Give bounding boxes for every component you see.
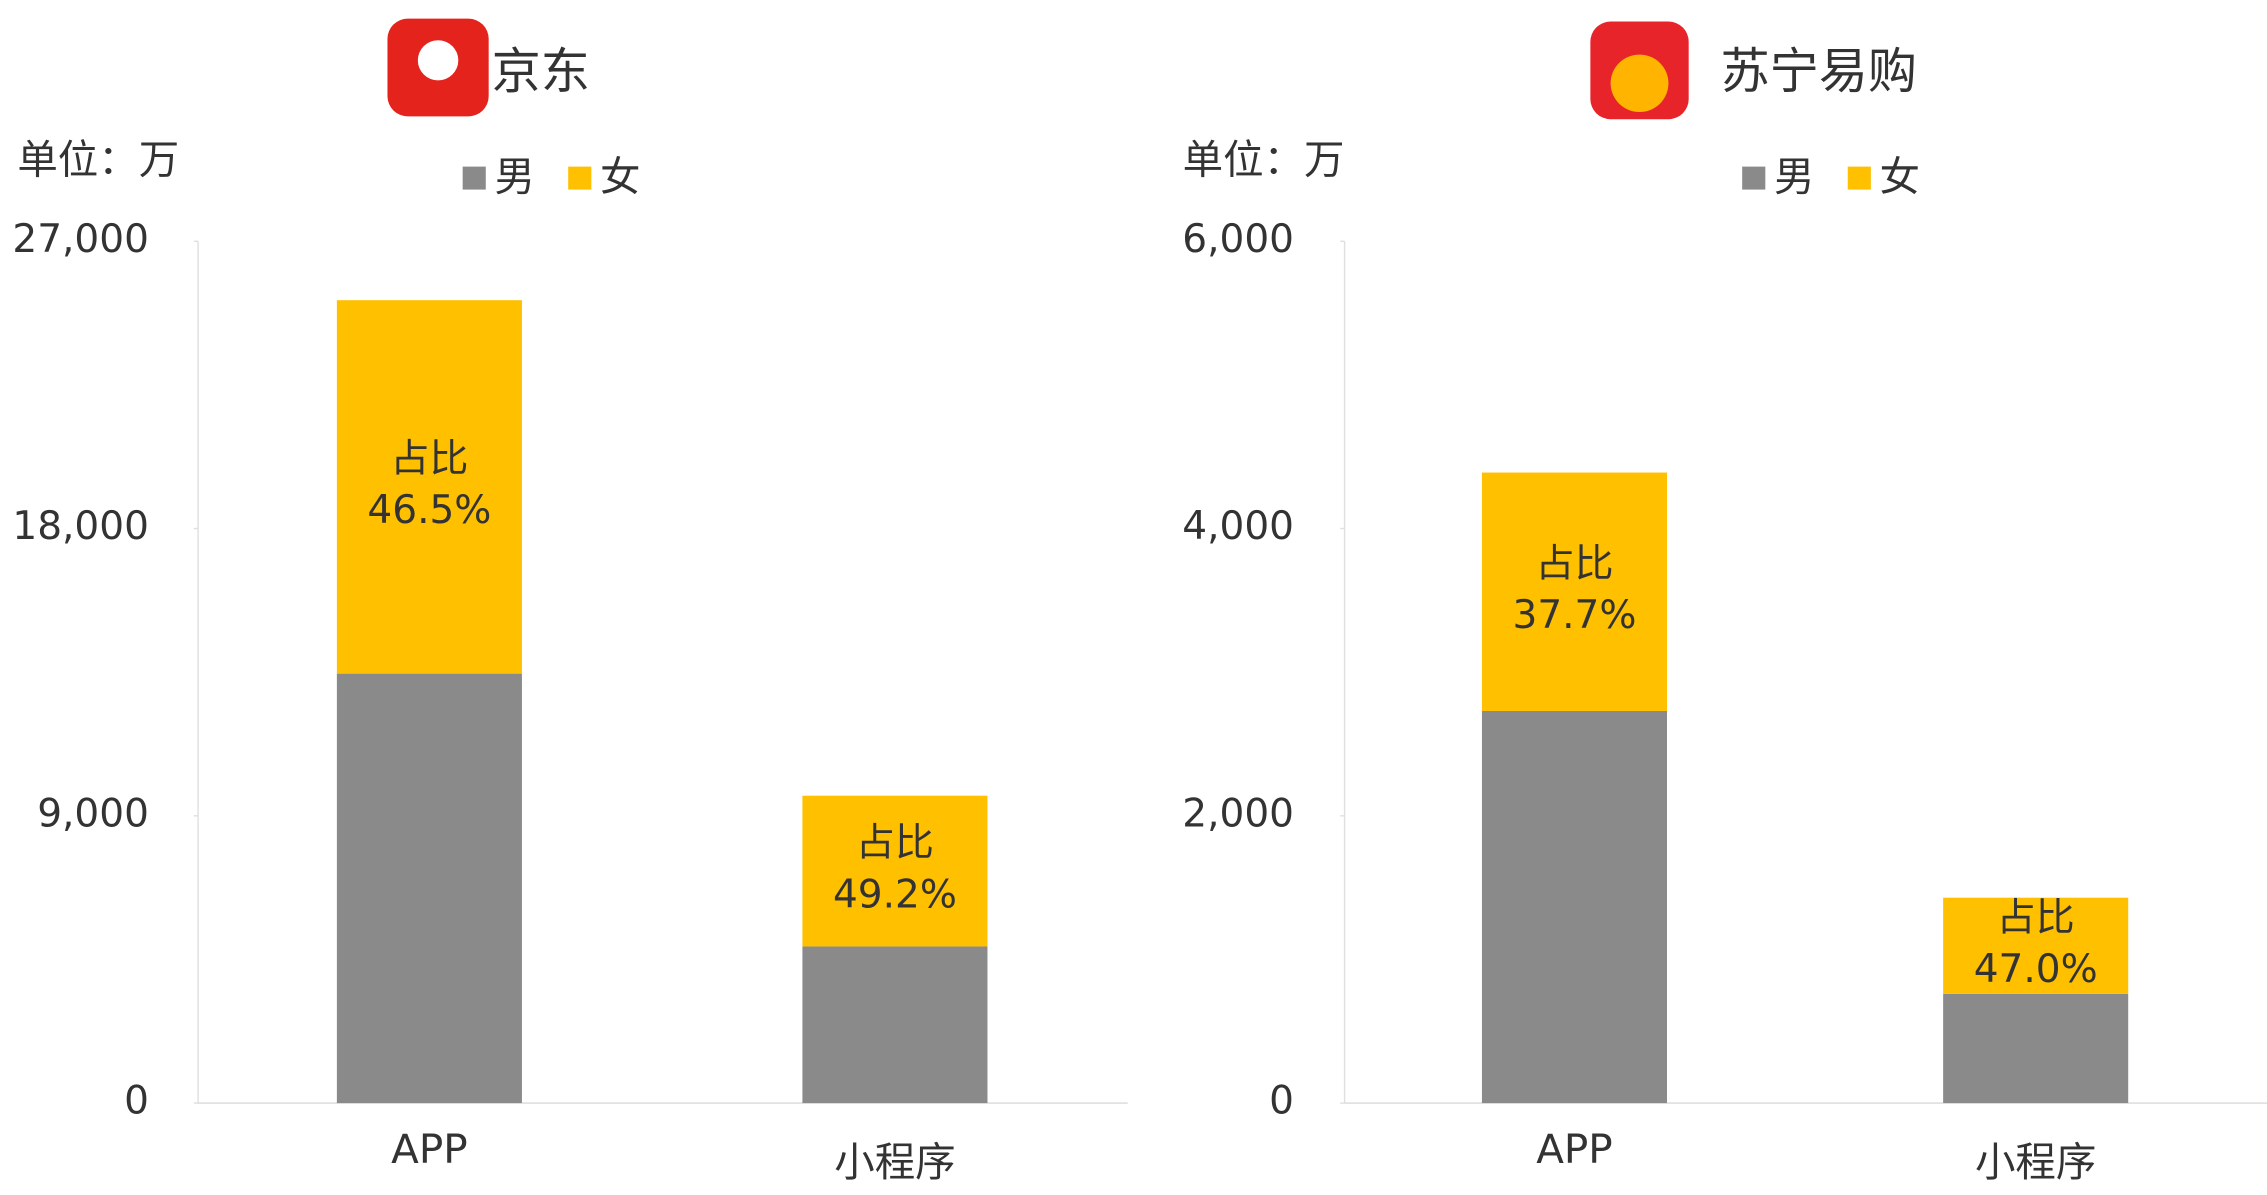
y-tick-label: 9,000 <box>37 791 149 836</box>
share-title: 占比 <box>1997 896 2075 941</box>
bar-segment <box>1943 993 2129 1104</box>
y-tick-label: 0 <box>1269 1079 1294 1124</box>
y-tick-label: 4,000 <box>1182 504 1294 549</box>
legend-swatch <box>1742 166 1766 190</box>
bar-segment <box>336 673 522 1104</box>
share-label: 47.0% <box>1974 947 2098 992</box>
x-tick-label: APP <box>391 1126 467 1173</box>
unit-label: 单位：万 <box>17 136 179 183</box>
legend-swatch <box>462 166 486 190</box>
legend-label: 女 <box>600 154 640 201</box>
y-tick-label: 0 <box>124 1079 149 1124</box>
y-tick-label: 18,000 <box>12 504 149 549</box>
share-title: 占比 <box>1535 541 1613 586</box>
y-tick-label: 6,000 <box>1182 217 1294 262</box>
x-tick-label: APP <box>1536 1126 1612 1173</box>
chart-title: 京东 <box>492 43 590 100</box>
bar-segment <box>802 946 988 1104</box>
suning-logo-mark <box>1610 54 1669 113</box>
bar-segment <box>802 795 988 947</box>
jd-logo-mark <box>417 40 459 81</box>
x-tick-label: 小程序 <box>834 1139 955 1186</box>
y-tick-label: 27,000 <box>12 217 149 262</box>
bar-segment <box>1481 472 1667 711</box>
x-tick-label: 小程序 <box>1975 1139 2096 1186</box>
legend-label: 男 <box>494 154 534 201</box>
share-label: 46.5% <box>367 488 491 533</box>
bar-segment <box>1481 710 1667 1104</box>
legend-swatch <box>568 166 592 190</box>
share-title: 占比 <box>856 821 934 866</box>
chart-title: 苏宁易购 <box>1720 43 1917 100</box>
bar-segment <box>1943 897 2129 994</box>
y-tick-label: 2,000 <box>1182 791 1294 836</box>
unit-label: 单位：万 <box>1183 136 1345 183</box>
legend-label: 男 <box>1774 154 1814 201</box>
share-label: 37.7% <box>1512 593 1636 638</box>
legend-label: 女 <box>1880 154 1920 201</box>
share-label: 49.2% <box>833 873 957 918</box>
bar-segment <box>336 300 522 674</box>
share-title: 占比 <box>390 437 468 482</box>
legend-swatch <box>1847 166 1871 190</box>
